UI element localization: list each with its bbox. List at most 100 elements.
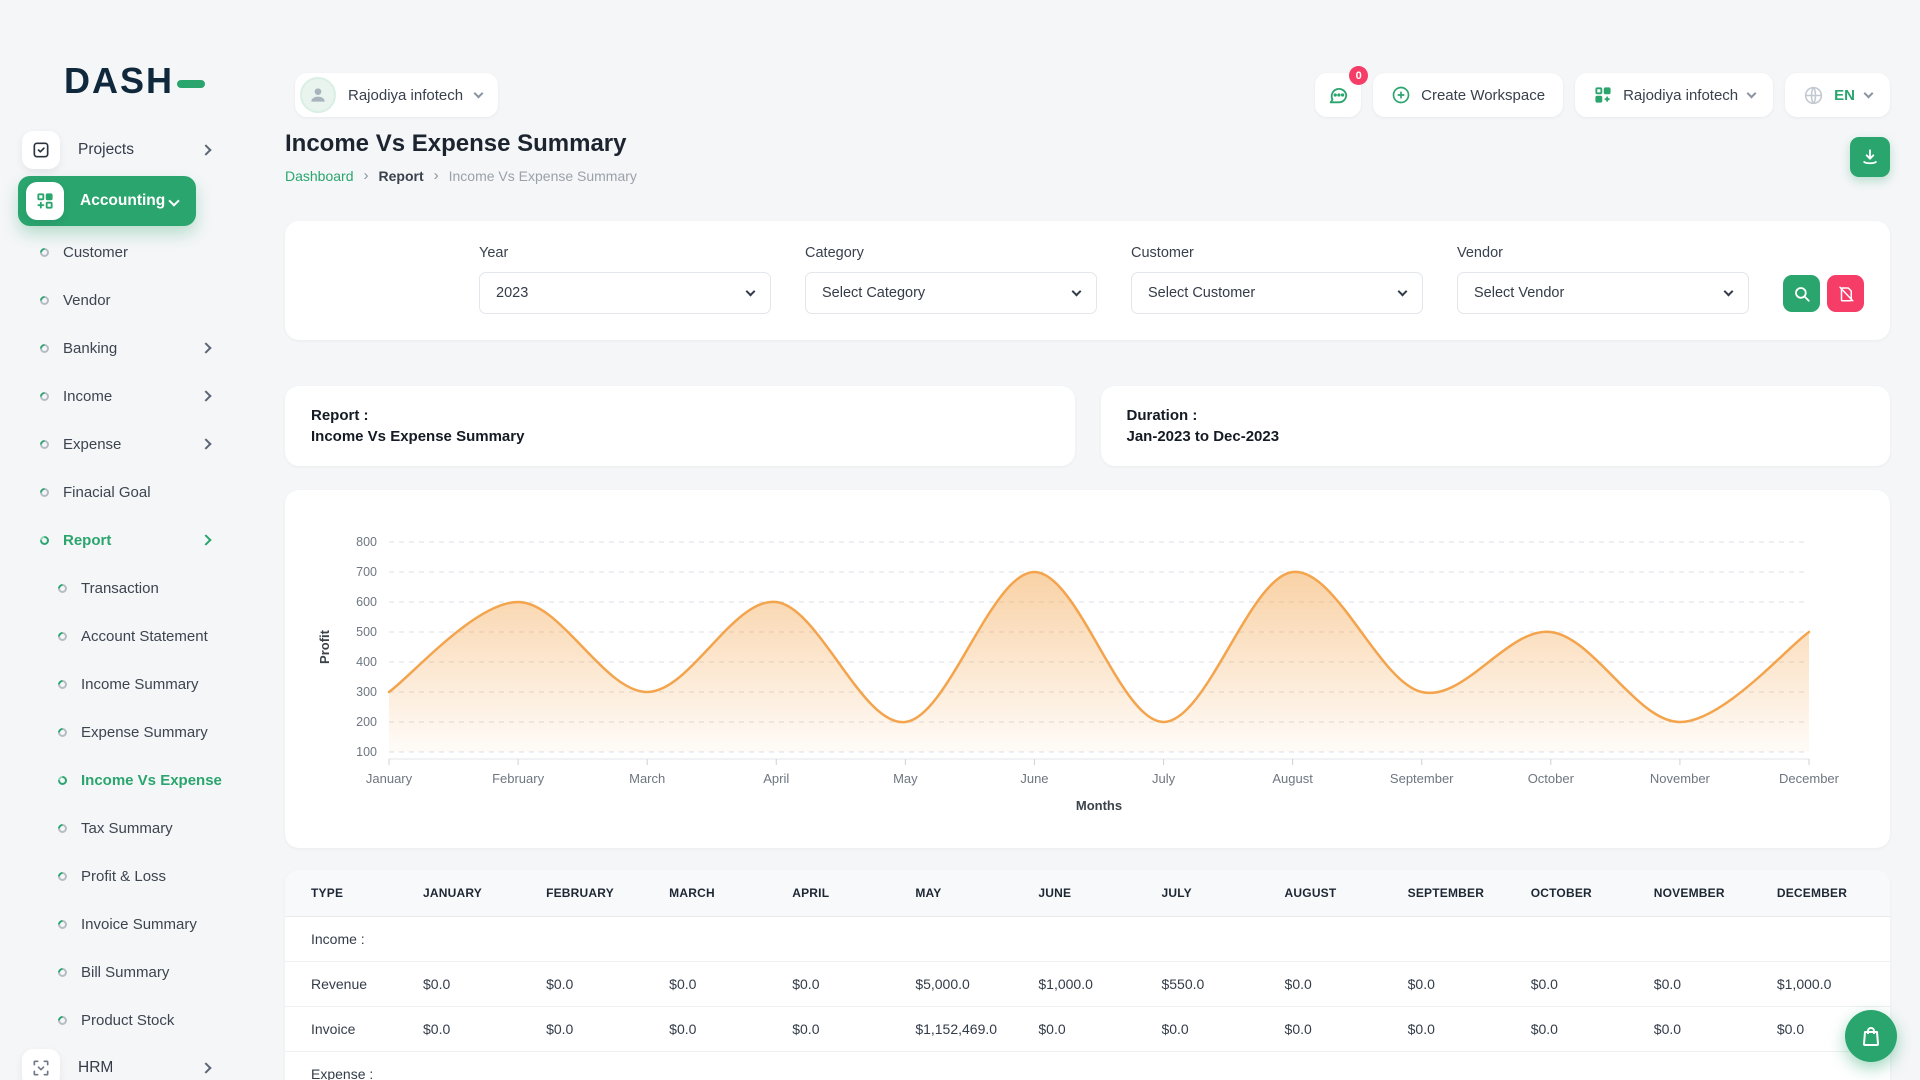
sidebar-item-label: Tax Summary (81, 820, 173, 837)
vendor-select[interactable]: Select Vendor (1457, 272, 1749, 314)
chevron-right-icon (200, 342, 211, 353)
svg-text:December: December (1779, 771, 1840, 786)
table-cell: $0.0 (659, 962, 782, 1007)
bullet-icon (56, 966, 69, 979)
sidebar-item-invoice-summary[interactable]: Invoice Summary (0, 900, 240, 948)
sidebar-item-customer[interactable]: Customer (0, 228, 240, 276)
sidebar-item-banking[interactable]: Banking (0, 324, 240, 372)
svg-text:600: 600 (356, 595, 377, 609)
breadcrumb-report-link[interactable]: Report (379, 168, 424, 184)
sidebar-item-bill-summary[interactable]: Bill Summary (0, 948, 240, 996)
sidebar-item-hrm[interactable]: HRM (0, 1044, 240, 1080)
svg-text:June: June (1020, 771, 1048, 786)
page-title: Income Vs Expense Summary (285, 130, 637, 158)
svg-text:July: July (1152, 771, 1176, 786)
chevron-right-icon (200, 534, 211, 545)
sidebar-item-tax-summary[interactable]: Tax Summary (0, 804, 240, 852)
sidebar-item-report[interactable]: Report (0, 516, 240, 564)
table-cell (1521, 1052, 1644, 1080)
bullet-icon (56, 918, 69, 931)
sidebar-item-vendor[interactable]: Vendor (0, 276, 240, 324)
table-column-header: MARCH (659, 870, 782, 917)
customer-select[interactable]: Select Customer (1131, 272, 1423, 314)
search-button[interactable] (1783, 275, 1820, 312)
sidebar-item-label: Bill Summary (81, 964, 169, 981)
table-cell: Income : (285, 917, 413, 962)
select-value: Select Category (822, 285, 925, 301)
sidebar-item-label: Invoice Summary (81, 916, 197, 933)
table-cell: $1,152,469.0 (905, 1007, 1028, 1052)
company-selector[interactable]: Rajodiya infotech (1575, 73, 1773, 117)
avatar (300, 77, 336, 113)
sidebar-item-label: Finacial Goal (63, 484, 151, 501)
filter-field-vendor: VendorSelect Vendor (1457, 245, 1749, 314)
year-select[interactable]: 2023 (479, 272, 771, 314)
download-report-button[interactable] (1850, 137, 1890, 177)
create-workspace-button[interactable]: Create Workspace (1373, 73, 1563, 117)
reset-filter-button[interactable] (1827, 275, 1864, 312)
sidebar-item-account-statement[interactable]: Account Statement (0, 612, 240, 660)
chevron-down-icon (168, 195, 179, 206)
breadcrumb: Dashboard › Report › Income Vs Expense S… (285, 167, 637, 184)
table-cell (413, 1052, 536, 1080)
bullet-icon (56, 870, 69, 883)
messages-button[interactable]: 0 (1315, 73, 1361, 117)
breadcrumb-dashboard-link[interactable]: Dashboard (285, 168, 354, 184)
table-column-header: NOVEMBER (1644, 870, 1767, 917)
logo-dash-icon (177, 80, 205, 88)
sidebar-item-label: Account Statement (81, 628, 208, 645)
table-cell (1151, 1052, 1274, 1080)
table-section-row: Expense : (285, 1052, 1890, 1080)
sidebar-item-label: Customer (63, 244, 128, 261)
svg-text:January: January (366, 771, 413, 786)
chart-card: 100200300400500600700800JanuaryFebruaryM… (285, 490, 1890, 848)
table-cell: $1,000.0 (1028, 962, 1151, 1007)
svg-text:Profit: Profit (317, 629, 332, 664)
table-cell: $0.0 (413, 962, 536, 1007)
chevron-down-icon (746, 286, 756, 296)
sidebar-item-expense[interactable]: Expense (0, 420, 240, 468)
filter-field-category: CategorySelect Category (805, 245, 1097, 314)
sidebar-item-income-vs-expense[interactable]: Income Vs Expense (0, 756, 240, 804)
table-cell: $0.0 (1521, 962, 1644, 1007)
sidebar-item-label: Report (63, 532, 111, 549)
bullet-icon (38, 294, 51, 307)
sidebar-item-accounting[interactable]: Accounting (18, 176, 196, 226)
table-cell (905, 917, 1028, 962)
table-cell: $0.0 (1398, 1007, 1521, 1052)
sidebar-item-product-stock[interactable]: Product Stock (0, 996, 240, 1044)
income-expense-table: TYPEJANUARYFEBRUARYMARCHAPRILMAYJUNEJULY… (285, 870, 1890, 1080)
sidebar-item-income-summary[interactable]: Income Summary (0, 660, 240, 708)
sidebar-item-label: Expense (63, 436, 121, 453)
table-cell (1275, 1052, 1398, 1080)
workspace-selector[interactable]: Rajodiya infotech (295, 73, 498, 117)
svg-text:200: 200 (356, 715, 377, 729)
table-cell: $0.0 (782, 1007, 905, 1052)
report-card-value: Income Vs Expense Summary (311, 428, 1049, 445)
svg-text:September: September (1390, 771, 1454, 786)
category-select[interactable]: Select Category (805, 272, 1097, 314)
sidebar-item-projects[interactable]: Projects (0, 126, 240, 174)
table-column-header: FEBRUARY (536, 870, 659, 917)
bullet-icon (38, 438, 51, 451)
language-selector[interactable]: EN (1785, 73, 1890, 117)
chat-icon (1327, 84, 1349, 106)
shopping-bag-button[interactable] (1845, 1010, 1897, 1062)
chevron-right-icon (200, 144, 211, 155)
hrm-icon (22, 1049, 60, 1080)
svg-text:800: 800 (356, 535, 377, 549)
sidebar-item-income[interactable]: Income (0, 372, 240, 420)
sidebar-item-finacial-goal[interactable]: Finacial Goal (0, 468, 240, 516)
svg-text:November: November (1650, 771, 1711, 786)
svg-text:500: 500 (356, 625, 377, 639)
app-logo[interactable]: DASH (64, 58, 240, 104)
sidebar-item-transaction[interactable]: Transaction (0, 564, 240, 612)
table-column-header: JUNE (1028, 870, 1151, 917)
sidebar-item-profit-loss[interactable]: Profit & Loss (0, 852, 240, 900)
table-cell (536, 917, 659, 962)
shopping-bag-icon (1859, 1024, 1883, 1048)
sidebar-item-expense-summary[interactable]: Expense Summary (0, 708, 240, 756)
table-cell: $0.0 (659, 1007, 782, 1052)
sidebar-item-label: Banking (63, 340, 117, 357)
grid-plus-icon (26, 182, 64, 220)
